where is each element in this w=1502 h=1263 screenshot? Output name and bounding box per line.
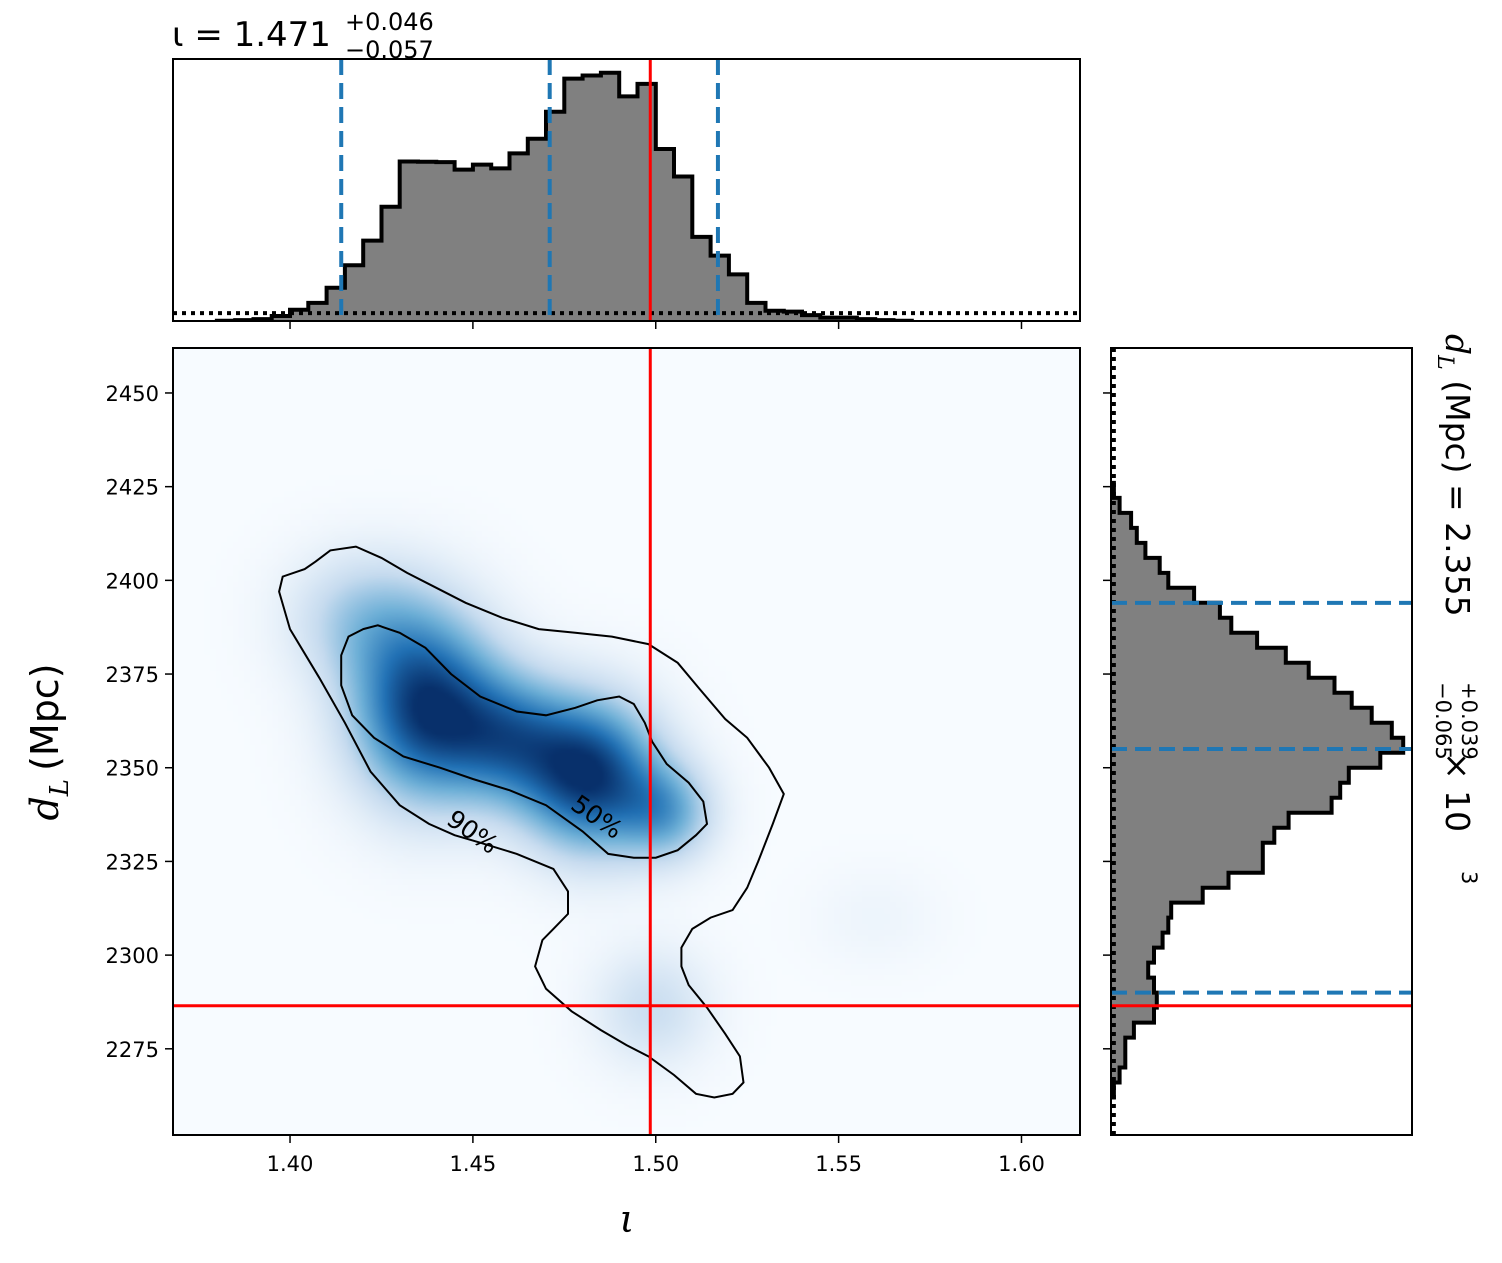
- contour-50-line: [340, 624, 709, 859]
- top-title-sup: +0.046: [345, 8, 434, 36]
- x-tick-label: 1.50: [632, 1152, 679, 1176]
- contour-90-line: [278, 545, 785, 1099]
- x-axis-label: ι: [620, 1197, 635, 1241]
- svg-text:dL (Mpc) = 2.355: dL (Mpc) = 2.355: [1432, 334, 1477, 617]
- y-tick-label: 2400: [106, 569, 159, 593]
- joint-panel-frame: [172, 347, 1081, 1136]
- top-title: ι = 1.471: [172, 15, 331, 55]
- y-axis-label-sub: L: [45, 779, 75, 797]
- right-title-middle: (Mpc) = 2.355: [1438, 370, 1477, 617]
- right-title: dL (Mpc) = 2.355 +0.039 −0.065 × 10 3: [1431, 334, 1481, 884]
- y-tick-label: 2350: [106, 757, 159, 781]
- svg-text:dL(Mpc): dL (Mpc): [23, 663, 75, 820]
- x-tick-label: 1.40: [267, 1152, 314, 1176]
- right-title-prefix-sub: L: [1432, 354, 1457, 370]
- y-axis-label-main: d: [23, 796, 67, 820]
- x-marginal-histogram: [172, 58, 1081, 329]
- y-tick-label: 2300: [106, 944, 159, 968]
- x-hist-fill: [216, 72, 912, 321]
- right-title-prefix: d: [1438, 334, 1477, 355]
- y-tick-label: 2275: [106, 1038, 159, 1062]
- y-hist-outline: [1111, 480, 1406, 1100]
- x-hist-outline: [214, 70, 914, 321]
- y-axis-label: dL (Mpc): [23, 663, 75, 820]
- x-marginal-frame: [172, 58, 1081, 322]
- joint-density-panel: 90% 50% 1.40 1.45 1.50 1.55 1.602275230023252…: [106, 347, 1081, 1176]
- y-tick-label: 2325: [106, 850, 159, 874]
- x-tick-label: 1.60: [998, 1152, 1045, 1176]
- right-title-sub: −0.065: [1431, 682, 1455, 760]
- x-tick-label: 1.45: [450, 1152, 497, 1176]
- y-tick-label: 2375: [106, 663, 159, 687]
- right-title-suffix: × 10: [1438, 752, 1477, 832]
- y-marginal-frame: [1110, 347, 1413, 1136]
- y-hist-fill: [1111, 482, 1404, 1098]
- x-tick-label: 1.55: [815, 1152, 862, 1176]
- right-title-sup: +0.039: [1457, 682, 1481, 760]
- right-title-exp: 3: [1457, 871, 1481, 884]
- y-axis-label-unit: (Mpc): [23, 663, 67, 770]
- y-tick-label: 2425: [106, 476, 159, 500]
- y-tick-label: 2450: [106, 382, 159, 406]
- y-marginal-histogram: [1103, 347, 1413, 1136]
- density-heatmap: [173, 348, 1080, 1135]
